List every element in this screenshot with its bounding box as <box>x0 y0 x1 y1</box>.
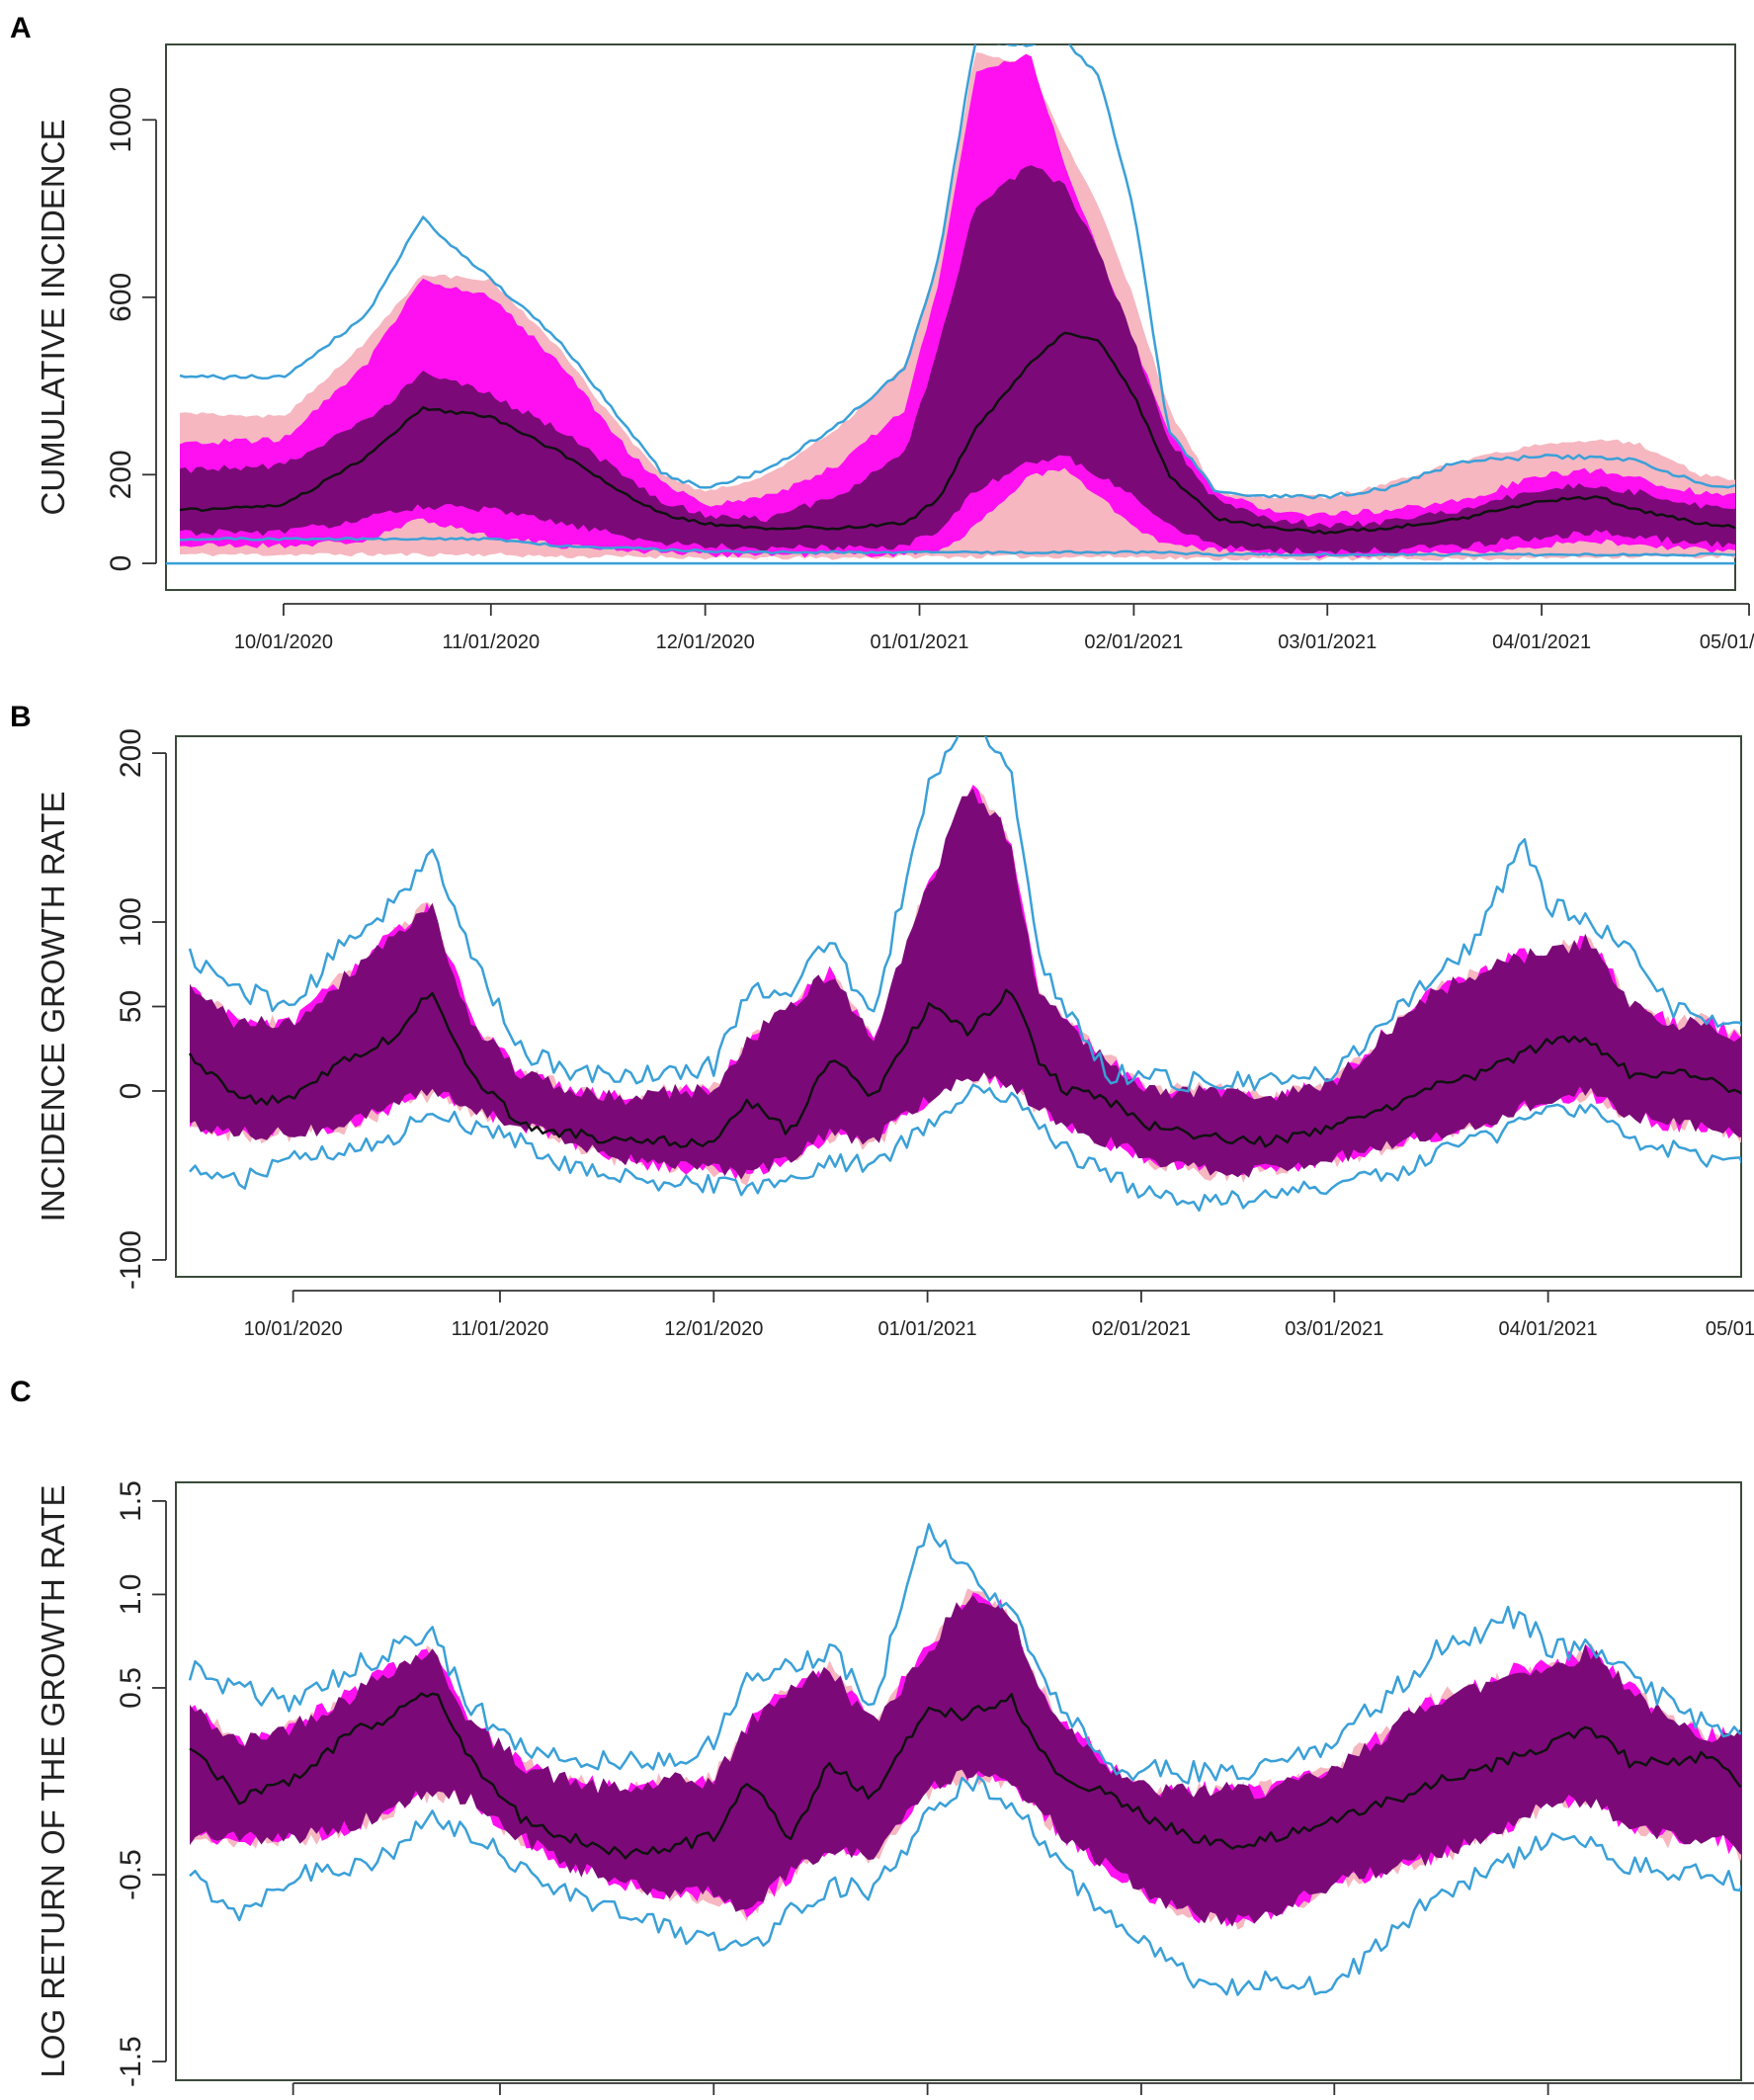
envelope-upper-line <box>179 44 1735 500</box>
y-tick-label: 200 <box>115 728 147 778</box>
y-tick-label: 0.5 <box>115 1667 147 1709</box>
x-tick-label: 10/01/2020 <box>244 1318 343 1340</box>
y-tick-label: 1.5 <box>115 1480 147 1522</box>
x-tick-label: 05/01/2021 <box>1706 1318 1754 1340</box>
x-tick-label: 01/01/2021 <box>870 631 968 653</box>
median-line <box>189 1692 1741 1860</box>
x-tick-label: 01/01/2021 <box>878 1318 977 1340</box>
y-tick-label: -1.5 <box>115 2036 147 2087</box>
y-axis-title: INCIDENCE GROWTH RATE <box>35 792 71 1222</box>
envelope-lower-line <box>179 537 1735 557</box>
y-tick-label: 1000 <box>105 87 137 153</box>
envelope-lower-line <box>189 1083 1741 1213</box>
x-tick-label: 04/01/2021 <box>1492 631 1591 653</box>
x-tick-label: 10/01/2020 <box>234 631 333 653</box>
x-tick-label: 11/01/2020 <box>442 631 540 653</box>
plot-frame <box>165 43 1736 591</box>
x-tick-label: 04/01/2021 <box>1499 1318 1598 1340</box>
x-tick-label: 12/01/2020 <box>656 631 755 653</box>
x-tick-label: 03/01/2021 <box>1285 1318 1383 1340</box>
y-tick-label: 100 <box>115 897 147 947</box>
median-line <box>179 331 1735 536</box>
panel-label: B <box>10 701 32 733</box>
y-tick-label: 200 <box>105 450 137 499</box>
y-tick-label: 0 <box>115 1083 147 1100</box>
x-tick-label: 11/01/2020 <box>452 1318 549 1340</box>
y-tick-label: 1.0 <box>115 1574 147 1616</box>
median-line <box>188 988 1741 1148</box>
panel-a: A 0 200 600 1000 CUMULATIVE INCIDENCE 10/01/20… <box>10 12 1754 653</box>
plot-area <box>188 736 1741 1213</box>
y-tick-label: 600 <box>105 273 137 322</box>
panel-c: C -1.5 -0.5 0.5 1.0 1.5 LOG RETURN OF THE GROW… <box>10 1376 1754 2095</box>
panel-label: A <box>10 12 32 44</box>
y-axis-title: LOG RETURN OF THE GROWTH RATE <box>35 1484 71 2077</box>
band-50 <box>190 788 1741 1180</box>
x-tick-label: 12/01/2020 <box>664 1318 763 1340</box>
y-tick-label: -100 <box>115 1230 147 1290</box>
y-axis-title: CUMULATIVE INCIDENCE <box>35 120 71 516</box>
plot-area <box>166 44 1735 565</box>
y-tick-label: 0 <box>105 555 137 572</box>
envelope-upper-line <box>188 1523 1741 1785</box>
x-tick-label: 02/01/2021 <box>1084 631 1183 653</box>
panel-label: C <box>10 1376 32 1408</box>
band-50 <box>180 165 1735 555</box>
plot-area <box>188 1523 1741 1996</box>
y-tick-label: 50 <box>115 990 147 1023</box>
x-tick-label: 02/01/2021 <box>1092 1318 1191 1340</box>
envelope-upper-line <box>188 736 1741 1093</box>
x-tick-label: 05/01/2021 <box>1700 631 1754 653</box>
x-tick-label: 03/01/2021 <box>1278 631 1377 653</box>
envelope-lower-line <box>189 1775 1741 1996</box>
panel-b: B -100 0 50 100 200 INCIDENCE GROWTH RATE 10/01… <box>10 701 1754 1340</box>
band-50 <box>190 1595 1741 1927</box>
y-tick-label: -0.5 <box>115 1849 147 1900</box>
